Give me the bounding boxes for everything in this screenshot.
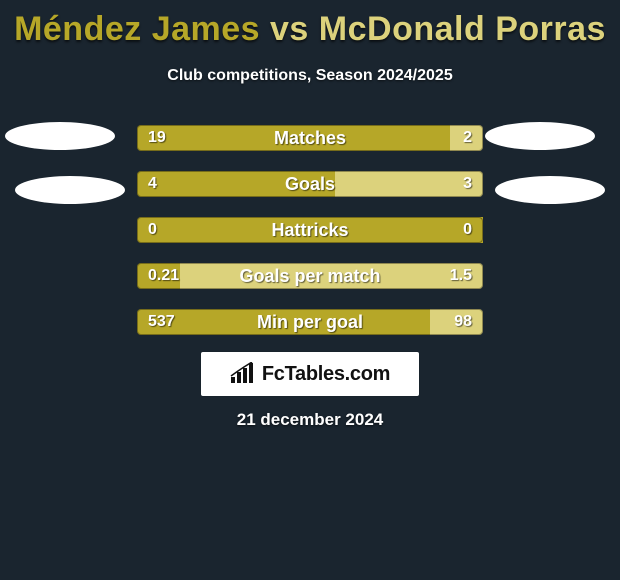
stat-value-left: 19 [148,125,166,151]
stat-row: 53798Min per goal [0,309,620,335]
stat-bar-right [335,171,483,197]
stat-value-right: 1.5 [450,263,472,289]
stat-row: 192Matches [0,125,620,151]
player2-name: McDonald Porras [319,10,606,48]
stat-row: 43Goals [0,171,620,197]
vs-separator: vs [260,10,319,48]
stat-bar-left [137,171,335,197]
stat-value-left: 0.21 [148,263,179,289]
comparison-card: Méndez James vs McDonald Porras Club com… [0,0,620,580]
stat-bar-left [137,125,450,151]
stat-bar-right [180,263,483,289]
stat-value-left: 537 [148,309,175,335]
branding-plate: FcTables.com [201,352,419,396]
bar-chart-icon [230,362,256,386]
branding-text: FcTables.com [262,363,390,386]
stat-bar-left [137,309,430,335]
stat-value-right: 2 [463,125,472,151]
page-title: Méndez James vs McDonald Porras [0,0,620,49]
stat-value-left: 4 [148,171,157,197]
player1-name: Méndez James [14,10,260,48]
competition-subtitle: Club competitions, Season 2024/2025 [0,67,620,85]
stat-value-right: 98 [454,309,472,335]
stat-value-right: 0 [463,217,472,243]
stat-bar-left [137,217,483,243]
stat-value-right: 3 [463,171,472,197]
generation-date: 21 december 2024 [0,410,620,430]
stat-row: 0.211.5Goals per match [0,263,620,289]
stat-row: 00Hattricks [0,217,620,243]
stat-value-left: 0 [148,217,157,243]
